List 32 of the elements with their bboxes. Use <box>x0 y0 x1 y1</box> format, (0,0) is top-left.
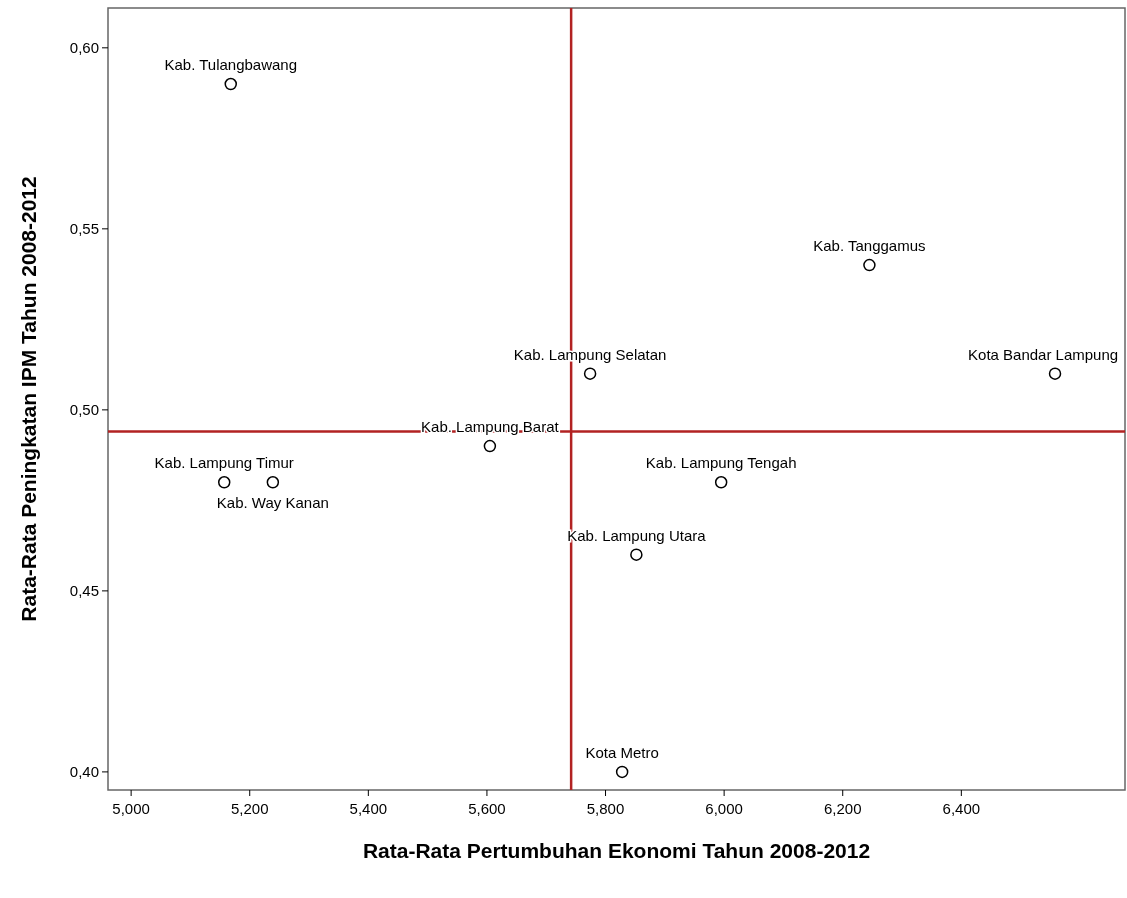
point <box>615 765 629 779</box>
y-axis-title: Rata-Rata Peningkatan IPM Tahun 2008-2012 <box>17 176 40 622</box>
x-tick-label: 6,200 <box>823 800 862 817</box>
x-tick-label: 6,000 <box>705 800 743 817</box>
point <box>217 476 231 489</box>
point <box>583 367 597 380</box>
x-tick-label: 5,800 <box>586 800 625 817</box>
x-axis-title: Rata-Rata Pertumbuhan Ekonomi Tahun 2008-2012 <box>362 839 871 862</box>
y-tick-label: 0,50 <box>69 400 99 418</box>
y-tick-label: 0,45 <box>69 581 99 599</box>
annotation: Kab. Lampung Tengah <box>645 454 797 472</box>
annotation: Kab. Tulangbawang <box>164 56 298 74</box>
x-tick-label: 5,200 <box>230 800 269 817</box>
x-tick-label: 5,000 <box>112 800 150 817</box>
point <box>863 258 876 272</box>
point <box>483 439 497 453</box>
x-tick-label: 5,600 <box>468 800 506 817</box>
x-tick-label: 6,400 <box>942 800 981 817</box>
y-tick-label: 0,60 <box>69 38 99 56</box>
annotation: Kab. Way Kanan <box>216 494 329 512</box>
point <box>1048 367 1062 380</box>
point <box>630 548 643 561</box>
y-tick-label: 0,55 <box>69 219 99 237</box>
annotation: Kab. Lampung Timur <box>154 454 294 472</box>
annotation: Kota Bandar Lampung <box>968 345 1119 363</box>
annotation: Kota Metro <box>585 743 659 761</box>
annotation: Kab. Tanggamus <box>813 237 926 255</box>
x-tick-label: 5,400 <box>349 800 388 817</box>
point <box>266 476 280 489</box>
y-tick-label: 0,40 <box>69 762 99 780</box>
point <box>714 476 728 489</box>
point <box>224 77 237 91</box>
